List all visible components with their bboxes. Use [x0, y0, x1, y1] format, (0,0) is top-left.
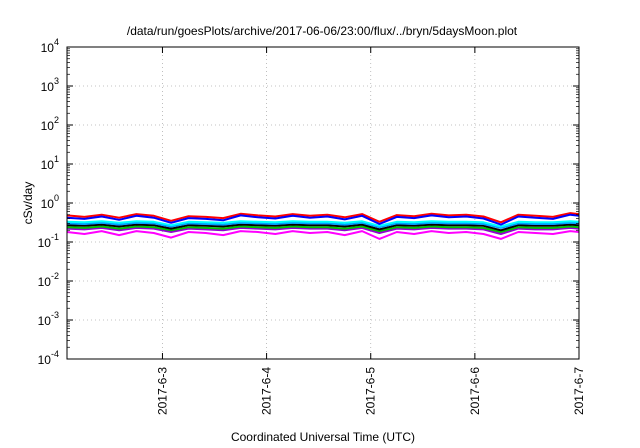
y-tick-exponent: -3 — [51, 310, 59, 320]
x-tick-label: 2017-6-6 — [468, 367, 482, 415]
series-group — [66, 212, 580, 240]
y-tick-exponent: -2 — [51, 271, 59, 281]
y-tick-exponent: 1 — [54, 154, 59, 164]
x-axis: 2017-6-3 2017-6-4 2017-6-5 2017-6-6 2017-6-7 — [155, 47, 586, 415]
series-line-4 — [66, 223, 580, 232]
series-line-3 — [66, 225, 580, 233]
x-tick-label: 2017-6-3 — [155, 367, 169, 415]
y-tick-label: 102 — [41, 115, 59, 133]
series-line-2 — [66, 226, 580, 235]
y-tick-label: 104 — [41, 37, 59, 55]
y-tick-label: 100 — [41, 193, 59, 211]
series-line-6 — [66, 220, 580, 228]
y-tick-label: 10-4 — [38, 349, 59, 367]
y-tick-exponent: 0 — [54, 193, 59, 203]
y-tick-exponent: 3 — [54, 76, 59, 86]
x-tick-label: 2017-6-4 — [260, 367, 274, 415]
y-tick-exponent: -4 — [51, 349, 59, 359]
x-axis-label: Coordinated Universal Time (UTC) — [231, 430, 415, 444]
y-tick-label: 10-1 — [38, 232, 59, 250]
series-line-8 — [66, 213, 580, 226]
y-tick-label: 101 — [41, 154, 59, 172]
y-tick-exponent: 2 — [54, 115, 59, 125]
chart-title: /data/run/goesPlots/archive/2017-06-06/2… — [127, 24, 518, 38]
y-tick-exponent: -1 — [51, 232, 59, 242]
y-tick-label: 10-3 — [38, 310, 59, 328]
series-line-7 — [66, 212, 580, 224]
series-line-5 — [66, 221, 580, 229]
x-tick-label: 2017-6-7 — [572, 367, 586, 415]
y-axis-label: cSv/day — [21, 182, 35, 225]
y-tick-exponent: 4 — [54, 37, 59, 47]
y-tick-label: 10-2 — [38, 271, 59, 289]
y-tick-label: 103 — [41, 76, 59, 94]
series-line-1 — [66, 230, 580, 240]
grid — [67, 47, 579, 359]
x-tick-label: 2017-6-5 — [364, 367, 378, 415]
